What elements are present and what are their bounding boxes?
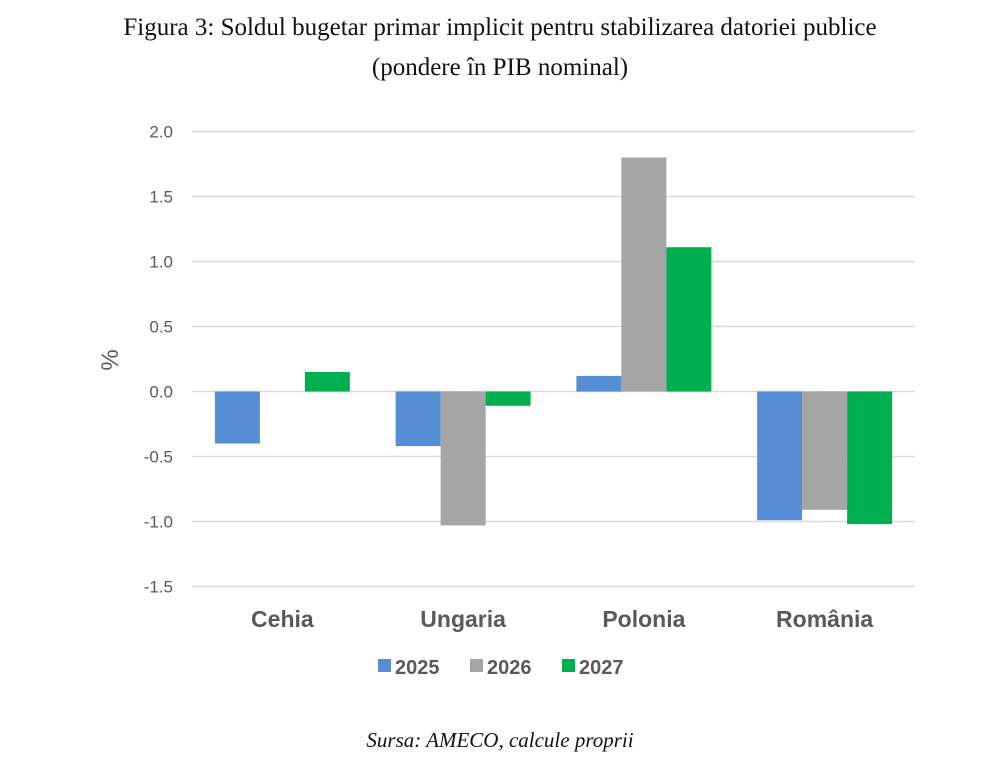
bar-românia-2026 [802, 391, 848, 510]
y-tick-label: 2.0 [149, 123, 173, 142]
legend-label: 2026 [487, 657, 532, 679]
y-tick-label: -1.0 [144, 513, 173, 532]
source-note: Sursa: AMECO, calcule proprii [366, 728, 634, 752]
y-tick-label: 0.0 [149, 383, 173, 402]
bar-polonia-2027 [666, 247, 712, 392]
bar-cehia-2025 [214, 391, 260, 444]
bar-cehia-2027 [304, 372, 350, 392]
legend-swatch-2027 [562, 659, 575, 672]
bar-românia-2025 [757, 391, 803, 521]
bar-românia-2027 [847, 391, 893, 525]
category-label: Cehia [251, 606, 314, 632]
y-tick-label: 1.5 [149, 188, 173, 207]
y-tick-label: -1.5 [144, 578, 173, 597]
bar-polonia-2025 [576, 375, 622, 392]
legend-label: 2025 [395, 657, 440, 679]
y-tick-label: 1.0 [149, 253, 173, 272]
category-label: Ungaria [420, 606, 506, 632]
y-tick-label: 0.5 [149, 318, 173, 337]
bar-ungaria-2025 [395, 391, 441, 447]
bar-ungaria-2027 [485, 391, 531, 406]
legend-swatch-2026 [470, 659, 483, 672]
category-label: România [776, 606, 873, 632]
y-axis-label: % [97, 349, 124, 370]
bar-polonia-2026 [621, 157, 667, 392]
bar-ungaria-2026 [440, 391, 486, 526]
legend-swatch-2025 [378, 659, 391, 672]
chart-title-line2: (pondere în PIB nominal) [371, 54, 629, 81]
chart-title-line1: Figura 3: Soldul bugetar primar implicit… [123, 14, 877, 41]
legend-label: 2027 [579, 657, 624, 679]
y-tick-label: -0.5 [144, 448, 173, 467]
category-label: Polonia [602, 606, 685, 632]
